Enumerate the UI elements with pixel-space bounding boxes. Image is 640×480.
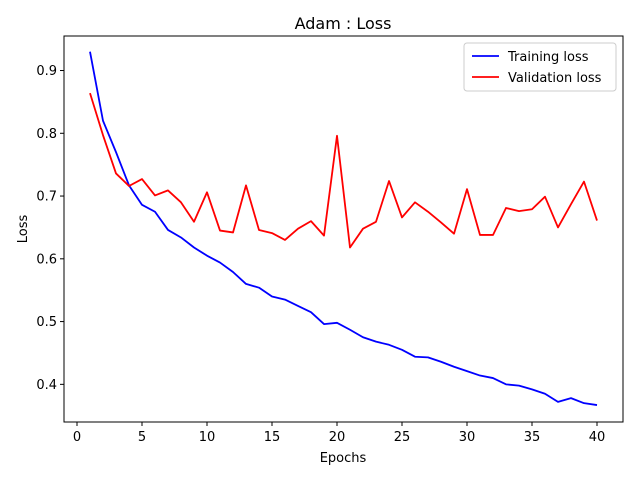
x-tick-label: 0 <box>73 430 81 445</box>
y-tick-label: 0.5 <box>36 315 57 330</box>
series-layer <box>89 51 598 406</box>
y-tick-label: 0.4 <box>36 378 57 393</box>
x-tick-label: 40 <box>589 430 606 445</box>
series-line-training-loss <box>89 51 598 406</box>
legend-label-training-loss: Training loss <box>507 50 589 65</box>
y-tick-label: 0.8 <box>36 127 57 142</box>
x-tick-label: 30 <box>459 430 476 445</box>
x-tick-label: 5 <box>138 430 146 445</box>
y-tick-label: 0.9 <box>36 64 57 79</box>
plot-frame <box>63 35 624 423</box>
x-axis-label: Epochs <box>320 451 367 466</box>
y-tick-label: 0.6 <box>36 252 57 267</box>
x-tick-label: 35 <box>524 430 541 445</box>
x-tick-label: 20 <box>329 430 346 445</box>
series-line-validation-loss <box>89 92 598 249</box>
y-tick-label: 0.7 <box>36 190 57 205</box>
y-axis-label: Loss <box>16 215 31 244</box>
x-tick-label: 15 <box>264 430 281 445</box>
legend-label-validation-loss: Validation loss <box>508 71 602 86</box>
legend-box <box>463 42 617 92</box>
x-tick-label: 10 <box>199 430 216 445</box>
plot-area <box>64 36 623 422</box>
legend: Training loss Validation loss <box>463 42 617 92</box>
x-axis-ticks: 0 5 10 15 20 25 30 35 40 <box>73 422 605 445</box>
y-axis-ticks: 0.4 0.5 0.6 0.7 0.8 0.9 <box>36 64 64 393</box>
x-tick-label: 25 <box>394 430 411 445</box>
chart-title: Adam : Loss <box>295 14 392 33</box>
